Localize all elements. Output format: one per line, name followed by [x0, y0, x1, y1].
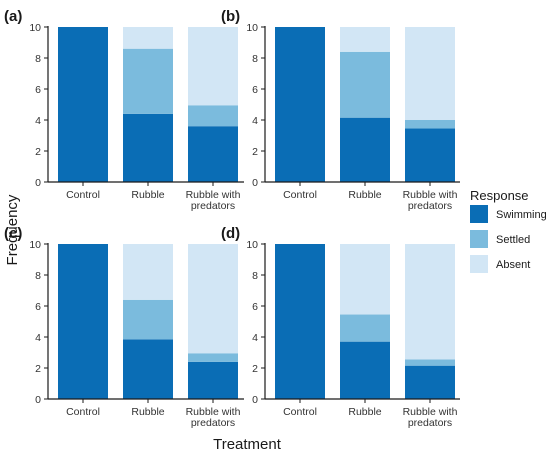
legend-entry-absent: Absent	[470, 255, 530, 273]
y-tick-label: 8	[35, 53, 41, 65]
panel-c: (c) 0 2 4 6 8 10 Control Rubble Rubble with predat…	[4, 225, 244, 429]
y-tick-label: 2	[35, 146, 41, 158]
y-tick-label: 10	[246, 22, 258, 34]
bar-segment-swimming-control	[58, 244, 108, 399]
panel-label: (c)	[4, 225, 22, 242]
bar-segment-swimming-rubble-with-predators	[405, 365, 455, 399]
bar-segment-absent-rubble	[340, 244, 390, 315]
panel-label: (d)	[221, 225, 240, 242]
bar-segment-absent-rubble	[123, 244, 173, 300]
x-tick-label: Rubble with predators	[186, 189, 241, 212]
bar-segment-absent-rubble	[340, 27, 390, 52]
x-tick-label: Control	[283, 406, 317, 418]
bar-segment-settled-rubble	[123, 299, 173, 340]
y-tick-label: 4	[35, 332, 41, 344]
x-tick-label: Rubble	[348, 406, 381, 418]
bar-segment-swimming-rubble	[123, 339, 173, 399]
y-tick-label: 0	[35, 394, 41, 406]
bar-segment-absent-rubble	[123, 27, 173, 49]
y-tick-label: 0	[252, 177, 258, 189]
legend-entry-settled: Settled	[470, 230, 530, 248]
legend-label: Absent	[496, 259, 530, 271]
panel-b: (b) 0 2 4 6 8 10 Control Rubble Rubble with predat…	[221, 8, 460, 212]
bar-segment-settled-rubble	[340, 314, 390, 342]
bar-segment-absent-rubble-with-predators	[405, 244, 455, 360]
y-tick-label: 10	[246, 239, 258, 251]
x-tick-label: Rubble	[131, 406, 164, 418]
y-tick-label: 0	[35, 177, 41, 189]
bar-segment-settled-rubble-with-predators	[405, 359, 455, 366]
legend: Response Swimming Settled Absent	[470, 188, 547, 273]
bar-segment-swimming-rubble-with-predators	[405, 128, 455, 182]
y-tick-label: 2	[35, 363, 41, 375]
y-tick-label: 6	[35, 301, 41, 313]
panel-a: (a) 0 2 4 6 8 10 Control Rubble Rubble with predat…	[4, 8, 244, 212]
y-tick-label: 2	[252, 363, 258, 375]
y-tick-label: 10	[29, 239, 41, 251]
x-tick-label: Rubble	[131, 189, 164, 201]
bar-segment-swimming-rubble-with-predators	[188, 361, 238, 399]
y-tick-label: 4	[252, 332, 258, 344]
chart-panels: (a) 0 2 4 6 8 10 Control Rubble Rubble with predat…	[4, 8, 460, 429]
y-tick-label: 8	[252, 270, 258, 282]
y-tick-label: 6	[252, 84, 258, 96]
legend-entry-swimming: Swimming	[470, 205, 547, 223]
y-tick-label: 8	[35, 270, 41, 282]
x-tick-label: Rubble with predators	[403, 189, 458, 212]
y-tick-label: 4	[35, 115, 41, 127]
panel-label: (a)	[4, 8, 22, 25]
bar-segment-swimming-rubble-with-predators	[188, 126, 238, 182]
x-tick-label: Rubble with predators	[403, 406, 458, 429]
bar-segment-swimming-rubble	[340, 117, 390, 182]
y-tick-label: 0	[252, 394, 258, 406]
x-tick-label: Control	[66, 189, 100, 201]
bar-segment-absent-rubble-with-predators	[188, 244, 238, 354]
bar-segment-swimming-control	[58, 27, 108, 182]
x-tick-label: Control	[66, 406, 100, 418]
panel-label: (b)	[221, 8, 240, 25]
bar-segment-settled-rubble	[340, 51, 390, 118]
legend-label: Settled	[496, 234, 530, 246]
y-tick-label: 2	[252, 146, 258, 158]
legend-label: Swimming	[496, 209, 547, 221]
bar-segment-settled-rubble-with-predators	[188, 353, 238, 362]
x-tick-label: Rubble with predators	[186, 406, 241, 429]
panel-d: (d) 0 2 4 6 8 10 Control Rubble Rubble with predat…	[221, 225, 460, 429]
bar-segment-settled-rubble	[123, 48, 173, 114]
bar-segment-settled-rubble-with-predators	[188, 105, 238, 127]
y-axis-title: Frequency	[4, 194, 21, 265]
bar-segment-settled-rubble-with-predators	[405, 120, 455, 129]
legend-swatch	[470, 205, 488, 223]
x-tick-label: Rubble	[348, 189, 381, 201]
legend-swatch	[470, 255, 488, 273]
y-tick-label: 10	[29, 22, 41, 34]
bar-segment-absent-rubble-with-predators	[188, 27, 238, 106]
legend-swatch	[470, 230, 488, 248]
y-tick-label: 6	[35, 84, 41, 96]
x-tick-label: Control	[283, 189, 317, 201]
bar-segment-swimming-control	[275, 27, 325, 182]
bar-segment-absent-rubble-with-predators	[405, 27, 455, 120]
y-tick-label: 6	[252, 301, 258, 313]
y-tick-label: 4	[252, 115, 258, 127]
bar-segment-swimming-control	[275, 244, 325, 399]
bar-segment-swimming-rubble	[123, 113, 173, 182]
y-tick-label: 8	[252, 53, 258, 65]
legend-title: Response	[470, 188, 529, 203]
bar-segment-swimming-rubble	[340, 341, 390, 399]
x-axis-title: Treatment	[213, 436, 282, 453]
